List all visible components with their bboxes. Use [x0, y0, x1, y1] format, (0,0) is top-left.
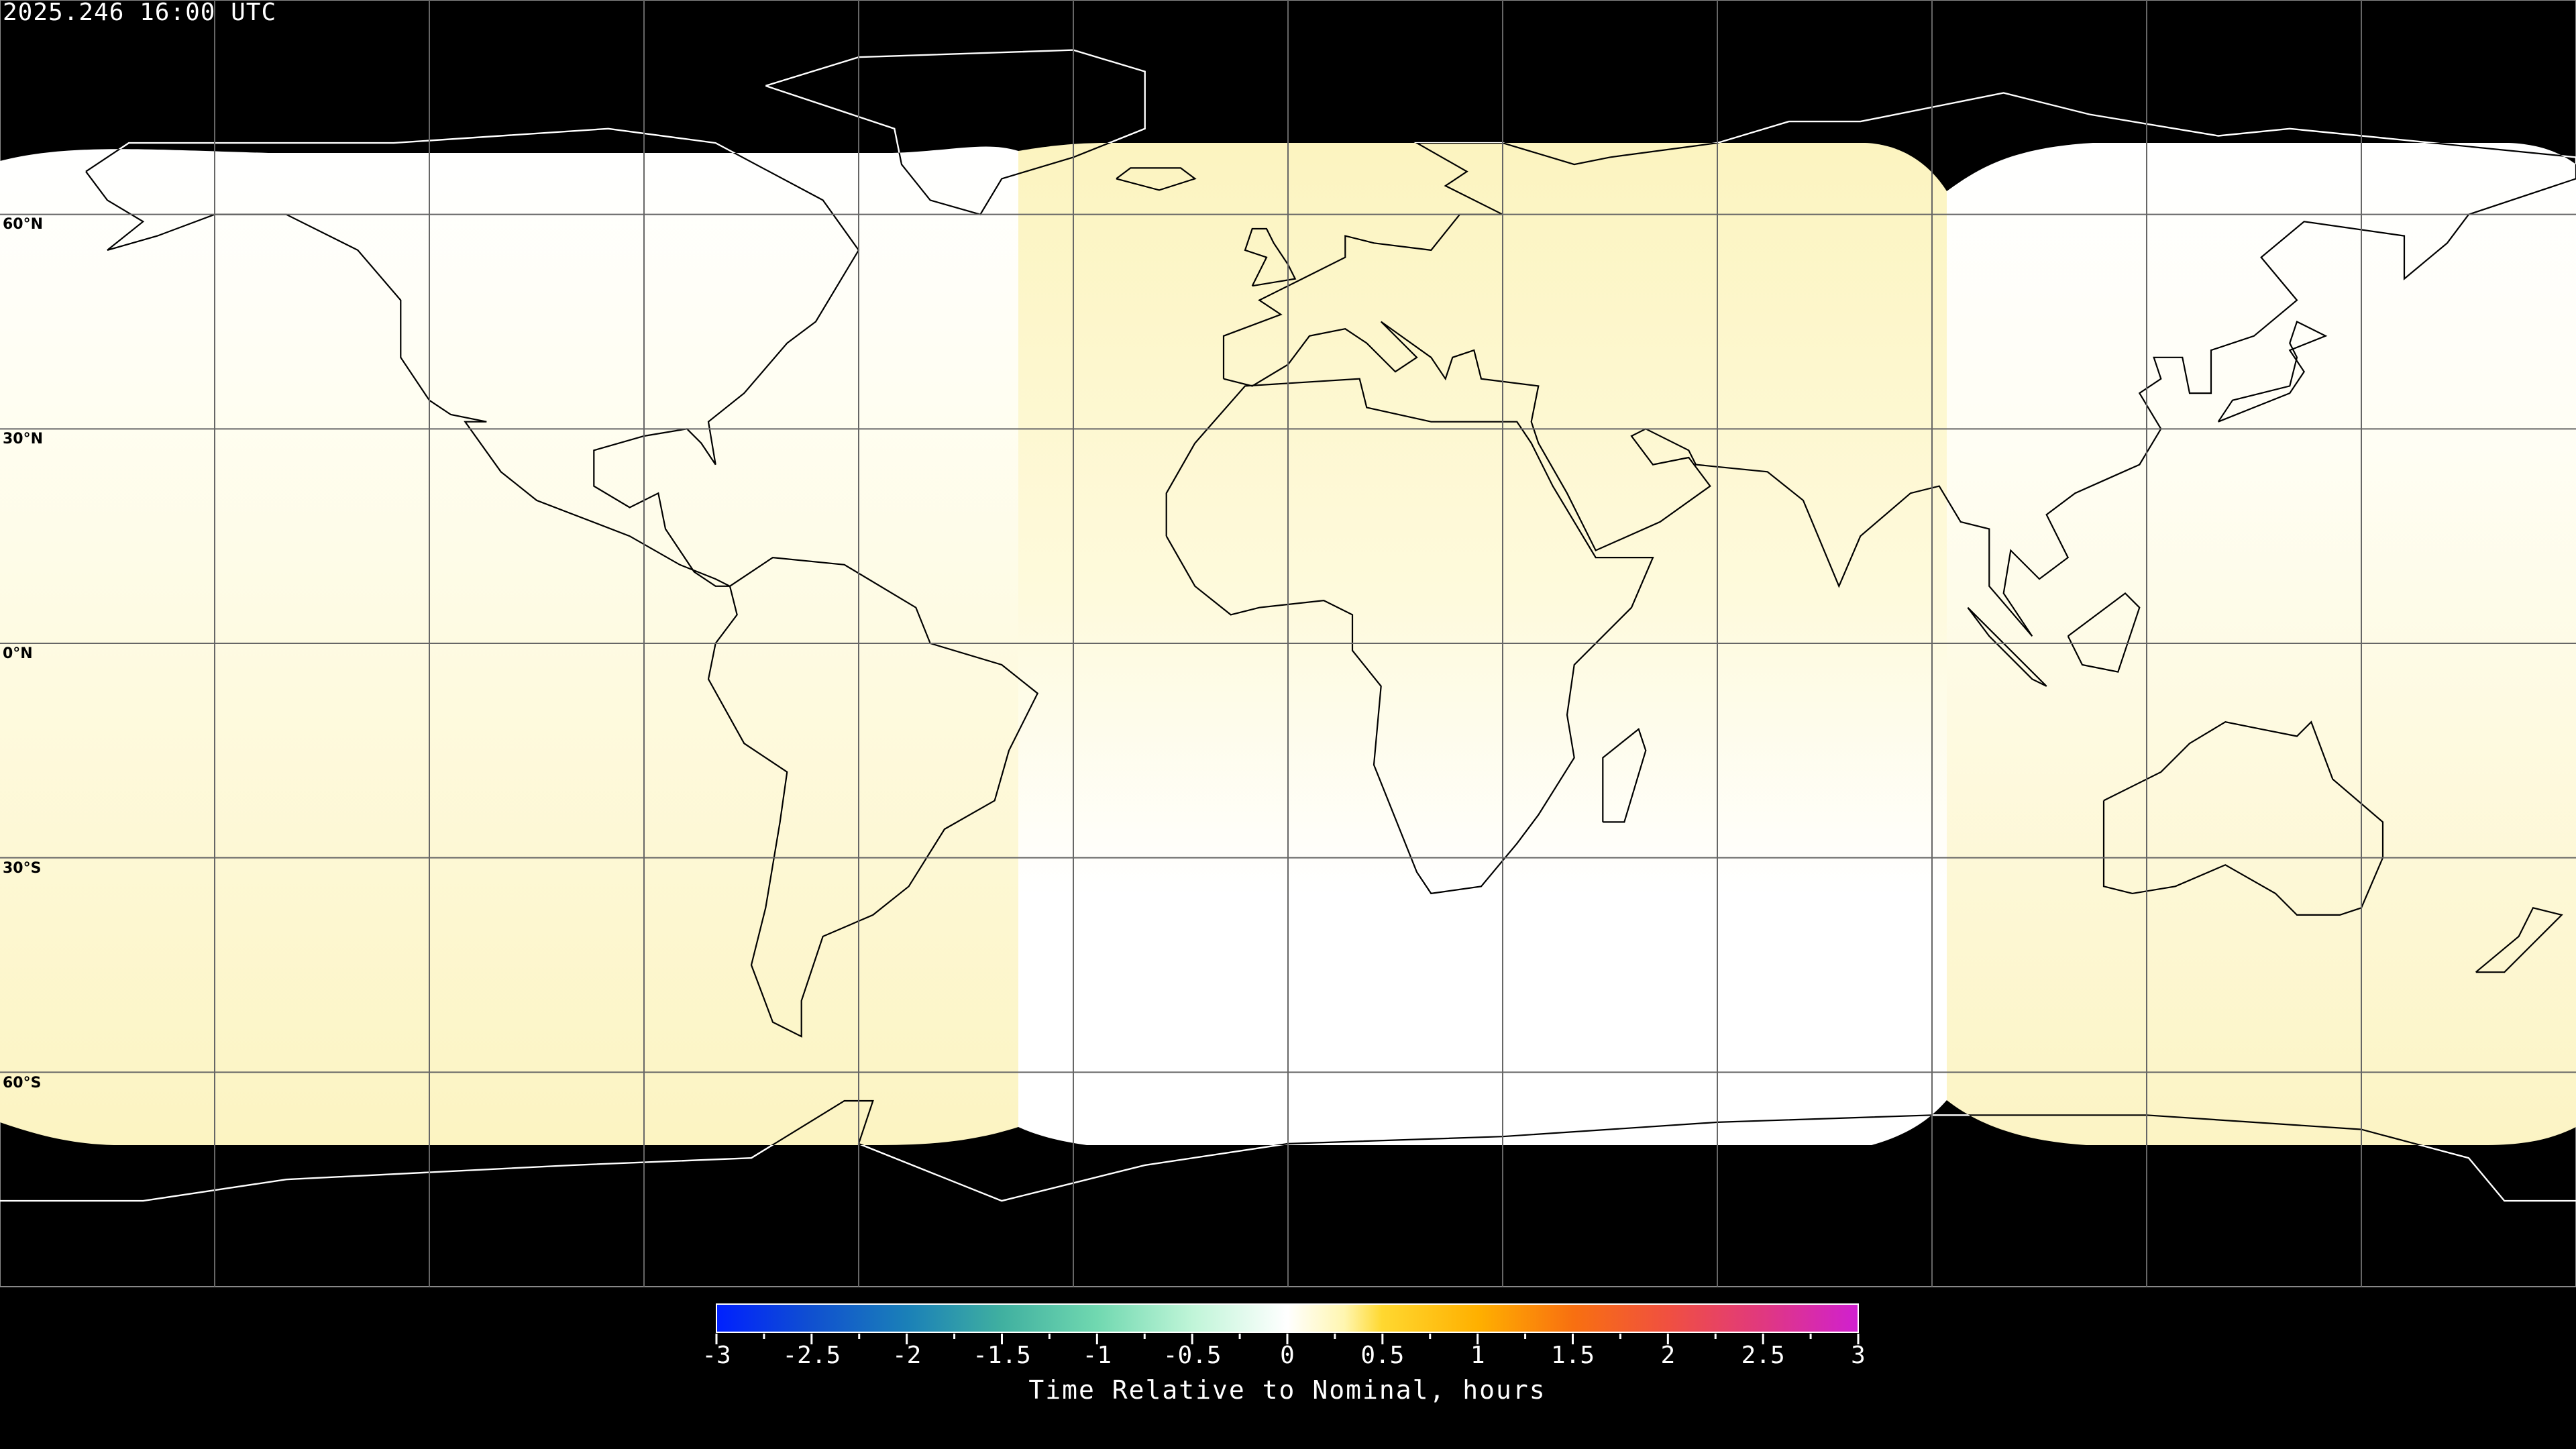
colorbar-tick-label: -3: [702, 1342, 731, 1369]
coastline-eurasia: [1222, 143, 2576, 637]
lat-label-30n: 30°N: [3, 431, 44, 447]
coastline-borneo: [2067, 592, 2141, 673]
colorbar-ticks: [715, 1334, 1860, 1344]
coastline-great-britain: [1244, 227, 1297, 287]
timestamp-title: 2025.246 16:00 UTC: [3, 0, 277, 26]
lat-label-30s: 30°S: [3, 860, 42, 877]
colorbar-tick-label: 1: [1470, 1342, 1485, 1369]
colorbar-tick-label: 1.5: [1550, 1342, 1595, 1369]
coastline-sumatra: [1967, 606, 2047, 687]
colorbar-tick-label: 2.5: [1741, 1342, 1785, 1369]
coastline-japan: [2217, 320, 2328, 423]
colorbar-tick-label: -1.5: [973, 1342, 1031, 1369]
coastline-madagascar: [1602, 728, 1647, 823]
colorbar-label: Time Relative to Nominal, hours: [1028, 1375, 1546, 1405]
coverage-region-west: [0, 146, 1018, 1145]
graticule: [0, 0, 2576, 1287]
colorbar-tick-label: 0.5: [1360, 1342, 1405, 1369]
colorbar-tick-label: -0.5: [1163, 1342, 1222, 1369]
coastline-greenland: [765, 143, 1146, 215]
colorbar-tick-label: -1: [1082, 1342, 1112, 1369]
colorbar-tick-label: -2: [892, 1342, 922, 1369]
colorbar-tick-label: 2: [1660, 1342, 1676, 1369]
colorbar-tick-label: 3: [1851, 1342, 1866, 1369]
colorbar: [716, 1303, 1859, 1333]
colorbar-tick-label: -2.5: [782, 1342, 841, 1369]
coastline-new-zealand: [2475, 907, 2563, 973]
colorbar-tick-label: 0: [1280, 1342, 1295, 1369]
lat-label-60s: 60°S: [3, 1075, 42, 1091]
coastline-africa: [1165, 378, 1654, 895]
coastline-iceland: [1116, 167, 1197, 191]
lat-label-equator: 0°N: [3, 645, 33, 662]
lat-label-60n: 60°N: [3, 216, 44, 233]
